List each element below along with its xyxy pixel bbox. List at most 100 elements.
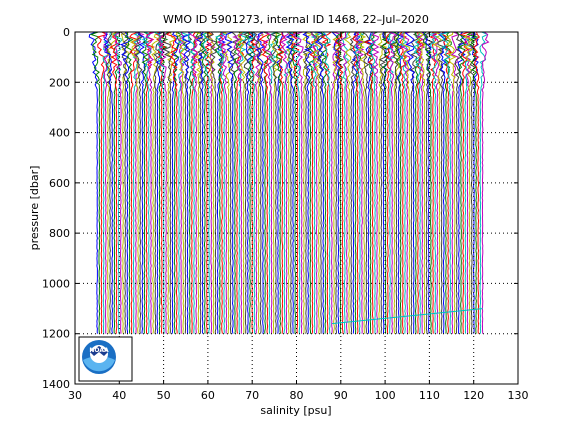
- profile-line: [464, 31, 476, 334]
- profile-line: [437, 31, 447, 334]
- profile-line: [292, 31, 304, 334]
- y-tick-label: 1400: [42, 378, 70, 391]
- profile-line: [415, 31, 427, 334]
- logo-text: NOAA: [89, 347, 109, 354]
- profile-line: [188, 31, 200, 334]
- logo-wave: [83, 356, 115, 372]
- y-tick-label: 1000: [42, 277, 70, 290]
- profile-line: [331, 31, 342, 334]
- profile-line: [195, 31, 207, 334]
- profile-line: [247, 31, 257, 334]
- x-tick-label: 120: [463, 389, 484, 402]
- profile-line: [320, 31, 329, 334]
- profile-line: [456, 31, 466, 334]
- y-axis-label: pressure [dbar]: [28, 166, 41, 251]
- y-tick-label: 400: [49, 127, 70, 140]
- profile-line: [378, 31, 388, 334]
- profile-line: [471, 31, 480, 334]
- profile-line: [224, 31, 234, 334]
- profile-line: [216, 31, 226, 334]
- profile-line: [479, 31, 489, 334]
- profile-line: [202, 31, 210, 334]
- profile-line: [162, 31, 172, 334]
- chart-title: WMO ID 5901273, internal ID 1468, 22–Jul…: [163, 13, 429, 26]
- profile-line: [276, 31, 284, 334]
- profile-line: [331, 31, 341, 334]
- profile-line: [365, 31, 376, 334]
- y-tick-label: 600: [49, 177, 70, 190]
- profile-line: [182, 31, 193, 334]
- profile-line: [335, 31, 344, 334]
- profile-line: [354, 31, 366, 334]
- profile-line: [302, 31, 311, 334]
- profile-line: [114, 31, 122, 334]
- profile-line: [341, 31, 349, 334]
- profile-line: [335, 31, 344, 334]
- x-tick-label: 80: [290, 389, 304, 402]
- x-tick-label: 50: [157, 389, 171, 402]
- profile-line: [389, 31, 399, 334]
- x-tick-label: 130: [508, 389, 529, 402]
- x-tick-label: 70: [245, 389, 259, 402]
- profile-line: [286, 31, 296, 334]
- profile-line: [102, 31, 110, 334]
- profile-line: [417, 31, 426, 334]
- profile-line: [310, 31, 321, 334]
- y-tick-label: 0: [63, 26, 70, 39]
- profile-line: [401, 31, 411, 334]
- profile-line: [195, 31, 205, 334]
- profile-line: [277, 31, 286, 334]
- y-tick-labels: 0 200 400 600 800 1000 1200 1400: [42, 26, 70, 391]
- profile-line: [124, 31, 134, 334]
- profile-line: [194, 31, 204, 334]
- profile-line: [316, 31, 324, 334]
- profile-line: [381, 31, 391, 334]
- profile-line: [308, 31, 318, 334]
- profile-line: [429, 31, 438, 334]
- profile-line: [129, 31, 141, 334]
- profile-line: [392, 31, 403, 334]
- profile-line: [438, 31, 448, 334]
- y-tick-label: 800: [49, 227, 70, 240]
- profile-line: [188, 31, 198, 334]
- profile-line: [137, 31, 146, 334]
- profile-line: [463, 31, 474, 334]
- ticks-layer: [74, 31, 519, 385]
- stray-line: [331, 308, 483, 325]
- profile-line: [343, 31, 352, 334]
- profile-line: [424, 31, 435, 334]
- profile-line: [280, 31, 290, 334]
- x-tick-label: 90: [334, 389, 348, 402]
- profile-line: [200, 31, 210, 334]
- logo-bird: [90, 346, 108, 356]
- profile-line: [371, 31, 380, 334]
- profile-line: [445, 31, 457, 334]
- profile-line: [309, 31, 320, 334]
- profile-line: [141, 31, 149, 334]
- y-tick-label: 1200: [42, 328, 70, 341]
- y-tick-label: 200: [49, 76, 70, 89]
- profile-line: [222, 31, 233, 334]
- profile-line: [351, 31, 361, 334]
- x-tick-label: 100: [375, 389, 396, 402]
- profile-line: [254, 31, 264, 334]
- x-tick-label: 60: [201, 389, 215, 402]
- profile-line: [481, 31, 490, 334]
- profile-line: [454, 31, 464, 334]
- x-tick-labels: 30 40 50 60 70 80 90 100 110 120 130: [68, 389, 529, 402]
- noaa-logo: NOAA: [78, 336, 133, 382]
- grid-layer: [75, 32, 518, 384]
- profile-line: [352, 31, 360, 334]
- profile-line: [232, 31, 243, 334]
- profile-line: [457, 31, 468, 334]
- profile-line: [364, 31, 374, 334]
- profile-line: [113, 31, 124, 334]
- profile-line: [177, 31, 186, 334]
- profile-line: [170, 31, 180, 334]
- profile-line: [443, 31, 452, 334]
- profile-line: [422, 31, 432, 334]
- profile-line: [290, 31, 300, 334]
- profile-line: [204, 31, 214, 334]
